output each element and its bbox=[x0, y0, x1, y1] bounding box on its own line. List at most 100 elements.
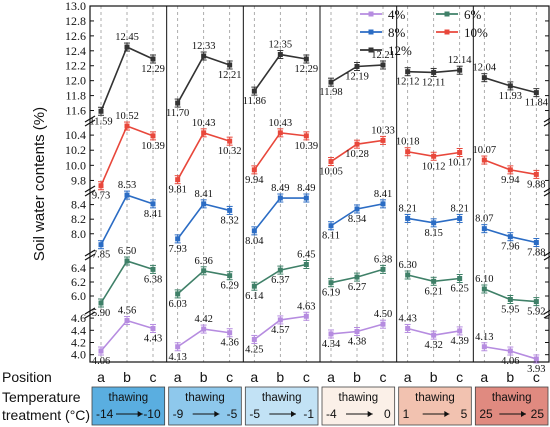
y-tick-label: 10.4 bbox=[65, 128, 86, 142]
data-point bbox=[98, 348, 104, 354]
data-label: 6.38 bbox=[144, 274, 162, 285]
data-label: 4.39 bbox=[450, 336, 468, 347]
treatment-arrow-head bbox=[444, 411, 450, 417]
treatment-word: thawing bbox=[415, 392, 455, 404]
data-label: 6.30 bbox=[398, 260, 416, 271]
treatment-word: thawing bbox=[185, 392, 225, 404]
data-label: 8.32 bbox=[220, 215, 238, 226]
data-point bbox=[227, 273, 233, 279]
treatment-word: thawing bbox=[492, 392, 532, 404]
data-label: 6.38 bbox=[374, 254, 392, 265]
data-label: 4.42 bbox=[194, 314, 212, 325]
data-label: 9.94 bbox=[501, 175, 520, 186]
data-point bbox=[481, 286, 487, 292]
y-tick-label: 8.0 bbox=[71, 227, 86, 241]
data-label: 8.41 bbox=[194, 189, 212, 200]
position-row-label: Position bbox=[2, 369, 52, 385]
data-label: 6.10 bbox=[475, 274, 493, 285]
chart-axes: 11.611.812.012.212.412.612.813.09.810.01… bbox=[65, 0, 550, 363]
treatment-word: thawing bbox=[262, 392, 302, 404]
data-point bbox=[457, 149, 463, 155]
data-point bbox=[380, 321, 386, 327]
position-label: c bbox=[150, 369, 157, 385]
data-label: 8.41 bbox=[144, 209, 162, 220]
data-label: 12.35 bbox=[269, 40, 293, 51]
data-label: 9.94 bbox=[245, 175, 264, 186]
data-label: 8.15 bbox=[424, 228, 442, 239]
data-point bbox=[431, 69, 437, 75]
data-label: 4.50 bbox=[374, 309, 392, 320]
y-tick-label: 10.0 bbox=[65, 158, 86, 172]
data-point bbox=[124, 192, 130, 198]
data-point bbox=[405, 69, 411, 75]
treatment-box bbox=[398, 386, 472, 426]
data-point bbox=[380, 62, 386, 68]
data-point bbox=[201, 268, 207, 274]
data-point bbox=[380, 201, 386, 207]
data-label: 9.73 bbox=[92, 191, 110, 202]
data-label: 12.14 bbox=[448, 55, 472, 66]
legend-marker-6% bbox=[444, 11, 450, 17]
chart-data-labels: 11.59 12.45 12.29 11.70 12.33 12.21 11.86 12.35… bbox=[89, 32, 548, 375]
data-label: 6.25 bbox=[450, 284, 468, 295]
data-label: 8.41 bbox=[374, 189, 392, 200]
data-label: 8.34 bbox=[348, 214, 367, 225]
position-label: b bbox=[506, 369, 514, 385]
data-label: 9.88 bbox=[527, 179, 545, 190]
treatment-from: -9 bbox=[173, 407, 184, 421]
legend-marker-10% bbox=[444, 29, 450, 35]
data-label: 5.92 bbox=[527, 307, 545, 318]
data-label: 6.36 bbox=[194, 256, 212, 267]
chart-legend: 4% 6% 8% 10% 12% bbox=[360, 7, 488, 58]
position-label: c bbox=[380, 369, 387, 385]
position-label: c bbox=[303, 369, 310, 385]
data-point bbox=[303, 262, 309, 267]
data-point bbox=[227, 138, 233, 144]
data-label: 10.28 bbox=[345, 149, 369, 160]
data-label: 11.84 bbox=[525, 98, 549, 109]
data-label: 6.27 bbox=[348, 282, 366, 293]
data-point bbox=[507, 348, 513, 354]
data-point bbox=[328, 331, 334, 337]
data-point bbox=[303, 313, 309, 319]
treatment-arrow-head bbox=[137, 411, 143, 417]
data-point bbox=[431, 332, 437, 338]
data-point bbox=[98, 108, 104, 114]
data-point bbox=[277, 195, 283, 201]
data-point bbox=[405, 149, 411, 155]
axis-break-mark bbox=[543, 187, 550, 193]
y-tick-label: 12.6 bbox=[65, 29, 86, 43]
data-point bbox=[124, 123, 130, 129]
data-point bbox=[277, 130, 283, 136]
data-label: 10.39 bbox=[141, 141, 165, 152]
y-tick-label: 13.0 bbox=[65, 0, 86, 13]
data-label: 7.85 bbox=[92, 250, 110, 261]
data-label: 11.70 bbox=[166, 108, 189, 119]
data-point bbox=[354, 329, 360, 335]
position-label: a bbox=[250, 369, 258, 385]
data-label: 4.13 bbox=[168, 352, 186, 363]
y-tick-label: 6.4 bbox=[71, 261, 86, 275]
data-point bbox=[431, 220, 437, 226]
data-point bbox=[150, 201, 156, 207]
data-label: 4.36 bbox=[220, 338, 238, 349]
data-label: 4.06 bbox=[92, 356, 110, 367]
treatment-from: -5 bbox=[249, 407, 260, 421]
data-label: 11.86 bbox=[243, 96, 266, 107]
data-point bbox=[354, 206, 360, 212]
treatment-arrow-head bbox=[214, 411, 220, 417]
data-point bbox=[277, 267, 283, 273]
data-point bbox=[251, 88, 257, 94]
axis-break-mark bbox=[543, 309, 550, 315]
axis-break-mark bbox=[543, 191, 550, 197]
axis-break-mark bbox=[84, 189, 96, 197]
data-point bbox=[227, 62, 233, 68]
data-label: 12.12 bbox=[396, 77, 420, 88]
data-point bbox=[507, 83, 513, 89]
data-label: 10.52 bbox=[115, 111, 139, 122]
y-tick-label: 11.8 bbox=[65, 89, 86, 103]
data-point bbox=[457, 215, 463, 221]
data-label: 5.90 bbox=[92, 308, 110, 319]
data-label: 4.32 bbox=[424, 340, 442, 351]
data-label: 12.29 bbox=[141, 64, 165, 75]
